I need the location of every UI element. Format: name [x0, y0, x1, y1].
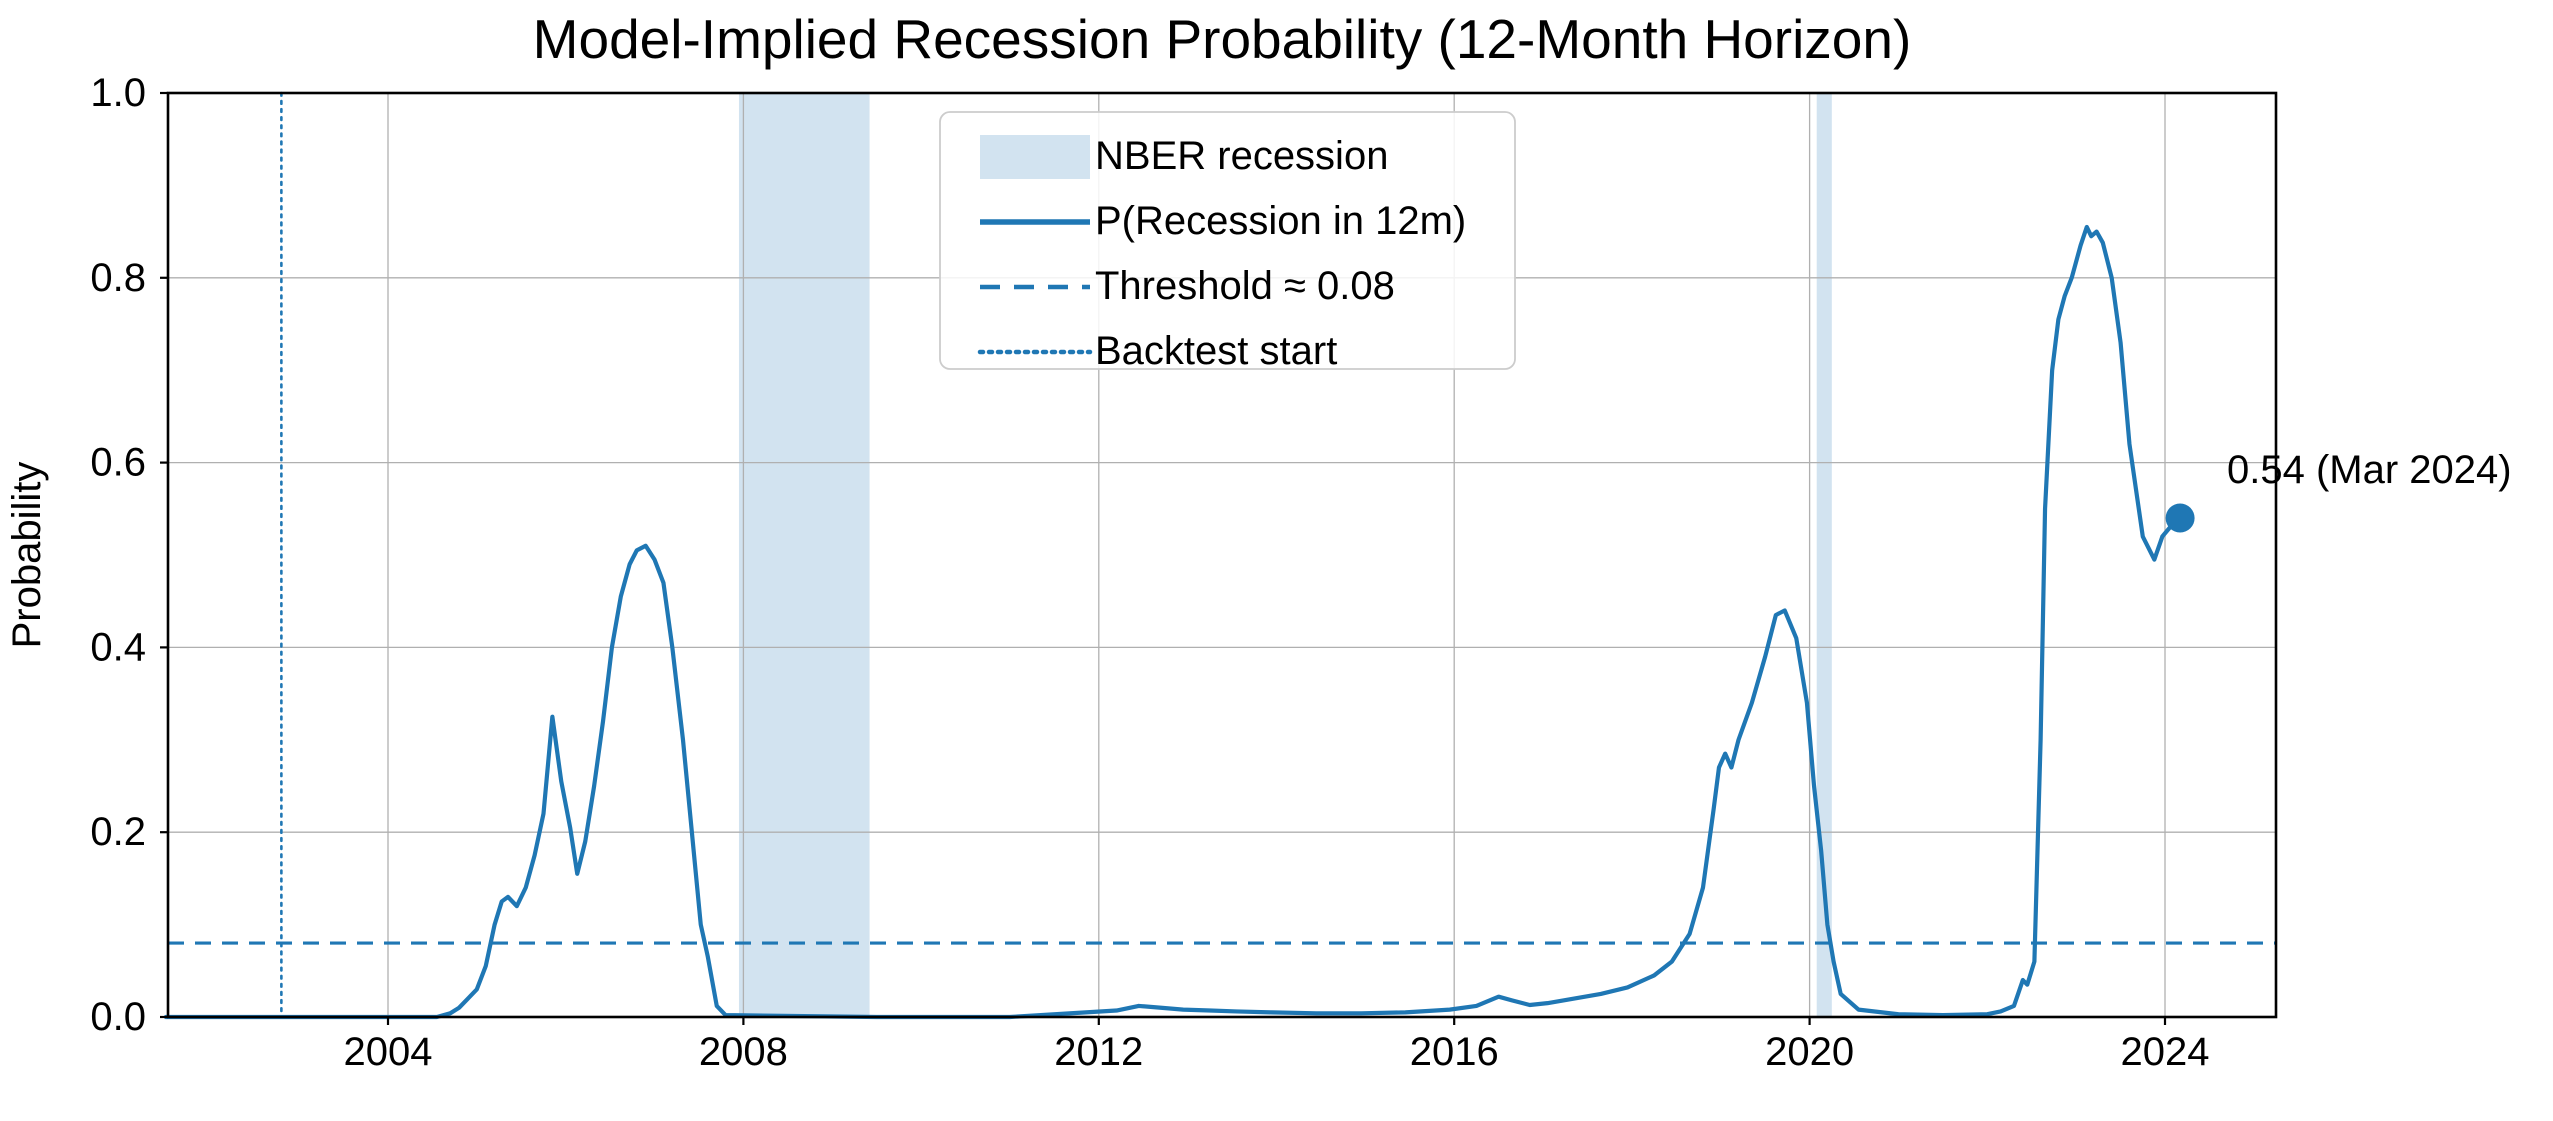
svg-text:0.54 (Mar 2024): 0.54 (Mar 2024) [2227, 448, 2512, 492]
svg-text:2012: 2012 [1054, 1030, 1143, 1074]
svg-text:Threshold ≈ 0.08: Threshold ≈ 0.08 [1095, 264, 1395, 308]
svg-text:1.0: 1.0 [90, 71, 146, 115]
svg-text:2024: 2024 [2121, 1030, 2210, 1074]
svg-text:Probability: Probability [5, 462, 49, 649]
svg-text:0.4: 0.4 [90, 625, 146, 669]
svg-text:0.6: 0.6 [90, 441, 146, 485]
svg-text:Model-Implied Recession Probab: Model-Implied Recession Probability (12-… [533, 8, 1912, 70]
svg-text:2016: 2016 [1410, 1030, 1499, 1074]
svg-text:0.0: 0.0 [90, 995, 146, 1039]
svg-text:2020: 2020 [1765, 1030, 1854, 1074]
svg-text:2004: 2004 [344, 1030, 433, 1074]
svg-text:NBER recession: NBER recession [1095, 134, 1388, 178]
svg-text:0.8: 0.8 [90, 256, 146, 300]
svg-text:2008: 2008 [699, 1030, 788, 1074]
svg-text:0.2: 0.2 [90, 810, 146, 854]
svg-text:Backtest start: Backtest start [1095, 329, 1337, 373]
svg-text:P(Recession in 12m): P(Recession in 12m) [1095, 199, 1466, 243]
